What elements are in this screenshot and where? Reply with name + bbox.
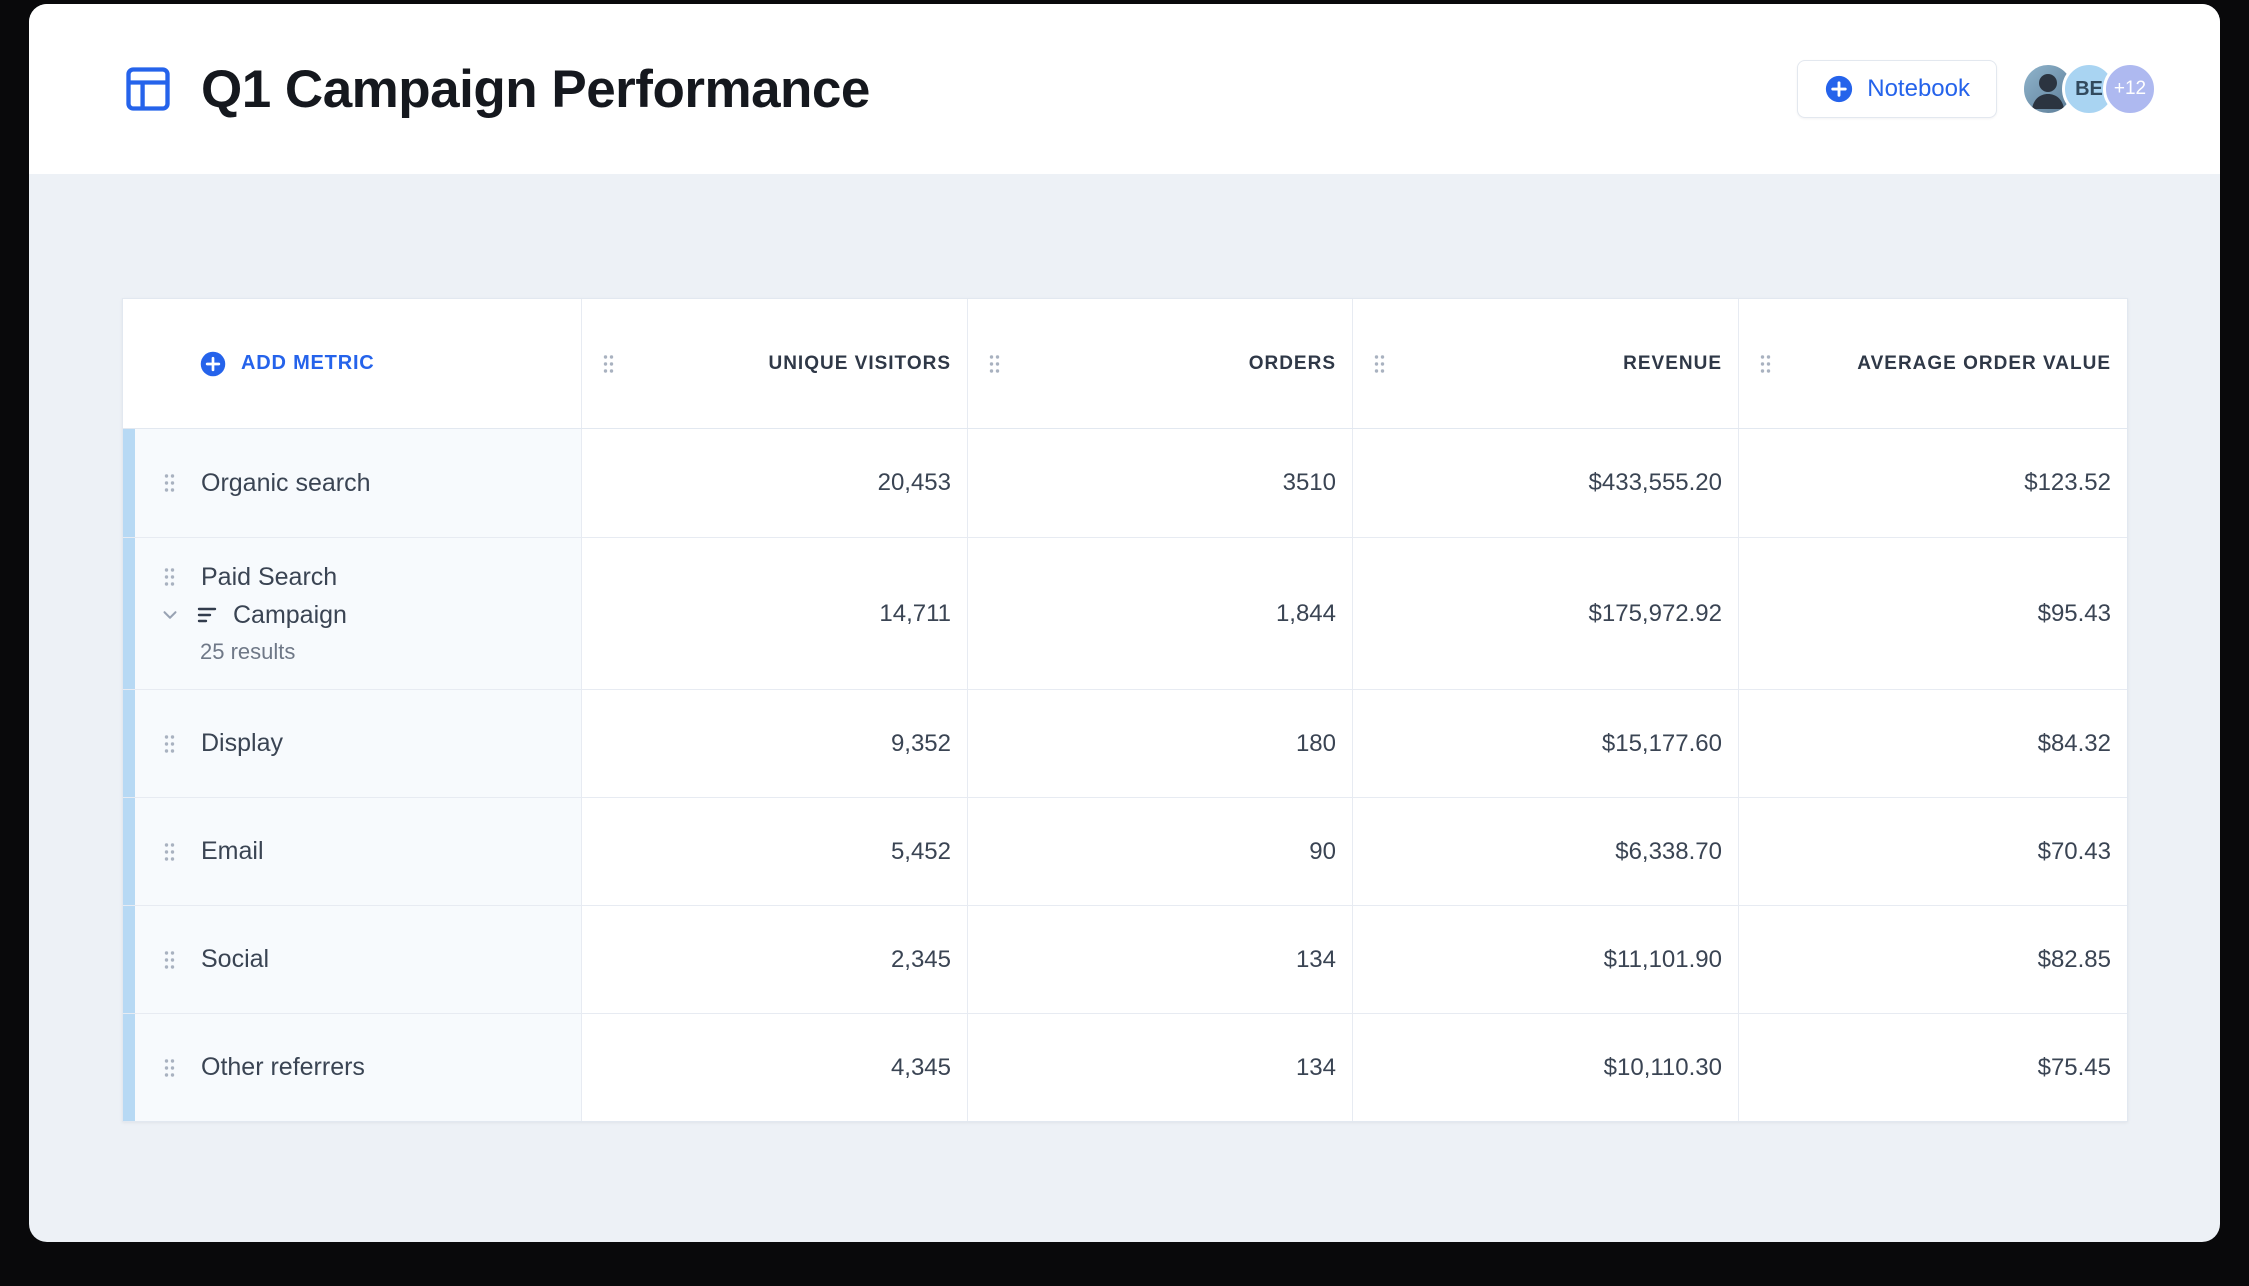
avatar-group: BE +12	[2021, 62, 2157, 116]
cell-orders[interactable]: 1,844	[968, 538, 1353, 689]
dimension-label[interactable]: Campaign	[233, 600, 347, 629]
cell-average-order-value[interactable]: $95.43	[1739, 538, 2127, 689]
cell-orders[interactable]: 180	[968, 690, 1353, 797]
cell-average-order-value[interactable]: $82.85	[1739, 906, 2127, 1013]
cell-revenue[interactable]: $433,555.20	[1353, 429, 1739, 537]
cell-orders[interactable]: 3510	[968, 429, 1353, 537]
row-label-cell[interactable]: Other referrers	[123, 1014, 582, 1121]
drag-handle-icon[interactable]	[163, 733, 176, 755]
cell-unique-visitors[interactable]: 2,345	[582, 906, 968, 1013]
cell-orders[interactable]: 90	[968, 798, 1353, 905]
row-label-cell[interactable]: Email	[123, 798, 582, 905]
row-stripe	[123, 906, 135, 1013]
column-header-label: REVENUE	[1623, 352, 1722, 374]
title-group: Q1 Campaign Performance	[122, 59, 870, 120]
cell-unique-visitors[interactable]: 9,352	[582, 690, 968, 797]
drag-handle-icon[interactable]	[163, 841, 176, 863]
table-header-row: ADD METRIC UNIQUE VISITORS ORDERS R	[123, 299, 2127, 429]
row-stripe	[123, 1014, 135, 1121]
row-label-cell[interactable]: Organic search	[123, 429, 582, 537]
notebook-button[interactable]: Notebook	[1797, 60, 1997, 118]
cell-unique-visitors[interactable]: 5,452	[582, 798, 968, 905]
header-actions: Notebook BE +12	[1797, 60, 2157, 118]
row-label: Other referrers	[201, 1053, 365, 1081]
add-metric-cell: ADD METRIC	[123, 299, 582, 428]
row-label: Social	[201, 945, 270, 973]
column-header-label: AVERAGE ORDER VALUE	[1857, 352, 2111, 374]
column-header-orders[interactable]: ORDERS	[968, 299, 1353, 428]
column-header-label: ORDERS	[1248, 352, 1336, 374]
cell-revenue[interactable]: $6,338.70	[1353, 798, 1739, 905]
avatar-overflow-count[interactable]: +12	[2103, 62, 2157, 116]
add-metric-button[interactable]: ADD METRIC	[199, 350, 375, 378]
row-stripe	[123, 429, 135, 537]
row-label-cell[interactable]: Display	[123, 690, 582, 797]
drag-handle-icon[interactable]	[1373, 353, 1386, 375]
cell-revenue[interactable]: $11,101.90	[1353, 906, 1739, 1013]
cell-average-order-value[interactable]: $75.45	[1739, 1014, 2127, 1121]
cell-revenue[interactable]: $15,177.60	[1353, 690, 1739, 797]
campaign-table: ADD METRIC UNIQUE VISITORS ORDERS R	[122, 298, 2128, 1122]
table-row: Display 9,352 180 $15,177.60 $84.32	[123, 689, 2127, 797]
row-label: Organic search	[201, 468, 371, 497]
drag-handle-icon[interactable]	[163, 566, 176, 588]
cell-unique-visitors[interactable]: 20,453	[582, 429, 968, 537]
table-row: Other referrers 4,345 134 $10,110.30 $75…	[123, 1013, 2127, 1121]
table-row: Social 2,345 134 $11,101.90 $82.85	[123, 905, 2127, 1013]
list-icon	[195, 603, 219, 627]
row-label: Display	[201, 729, 283, 757]
drag-handle-icon[interactable]	[163, 1057, 176, 1079]
cell-orders[interactable]: 134	[968, 906, 1353, 1013]
row-label-cell[interactable]: Paid Search Campaign 25 results	[123, 538, 582, 689]
cell-orders[interactable]: 134	[968, 1014, 1353, 1121]
cell-average-order-value[interactable]: $123.52	[1739, 429, 2127, 537]
drag-handle-icon[interactable]	[163, 949, 176, 971]
cell-unique-visitors[interactable]: 14,711	[582, 538, 968, 689]
plus-circle-icon	[1826, 75, 1853, 103]
row-label: Paid Search	[201, 562, 338, 591]
results-count: 25 results	[200, 638, 296, 664]
column-header-label: UNIQUE VISITORS	[768, 352, 951, 374]
plus-circle-icon	[200, 351, 226, 376]
notebook-button-label: Notebook	[1867, 75, 1970, 102]
add-metric-label: ADD METRIC	[241, 352, 375, 374]
drag-handle-icon[interactable]	[1759, 353, 1772, 375]
avatar-overflow-label: +12	[2113, 78, 2147, 99]
page-title: Q1 Campaign Performance	[201, 59, 870, 119]
person-photo-icon	[2032, 74, 2064, 109]
cell-revenue[interactable]: $10,110.30	[1353, 1014, 1739, 1121]
row-stripe	[123, 690, 135, 797]
cell-unique-visitors[interactable]: 4,345	[582, 1014, 968, 1121]
cell-average-order-value[interactable]: $84.32	[1739, 690, 2127, 797]
cell-average-order-value[interactable]: $70.43	[1739, 798, 2127, 905]
drag-handle-icon[interactable]	[602, 353, 615, 375]
chevron-down-icon[interactable]	[159, 604, 181, 626]
row-label: Email	[201, 837, 264, 865]
table-row: Email 5,452 90 $6,338.70 $70.43	[123, 797, 2127, 905]
column-header-revenue[interactable]: REVENUE	[1353, 299, 1739, 428]
board-icon	[126, 67, 170, 111]
avatar-initials-label: BE	[2075, 77, 2103, 100]
group-dimension-row: Campaign	[123, 601, 581, 630]
row-stripe	[123, 538, 135, 689]
drag-handle-icon[interactable]	[988, 353, 1001, 375]
row-stripe	[123, 798, 135, 905]
column-header-unique-visitors[interactable]: UNIQUE VISITORS	[582, 299, 968, 428]
table-row: Paid Search Campaign 25 results 14,711 1…	[123, 537, 2127, 689]
row-label-cell[interactable]: Social	[123, 906, 582, 1013]
column-header-average-order-value[interactable]: AVERAGE ORDER VALUE	[1739, 299, 2127, 428]
group-row-title: Paid Search	[123, 563, 581, 592]
title-bar: Q1 Campaign Performance Notebook B	[29, 4, 2220, 174]
dashboard-card: Q1 Campaign Performance Notebook B	[29, 4, 2220, 1242]
drag-handle-icon[interactable]	[163, 472, 176, 494]
cell-revenue[interactable]: $175,972.92	[1353, 538, 1739, 689]
table-row: Organic search 20,453 3510 $433,555.20 $…	[123, 429, 2127, 537]
